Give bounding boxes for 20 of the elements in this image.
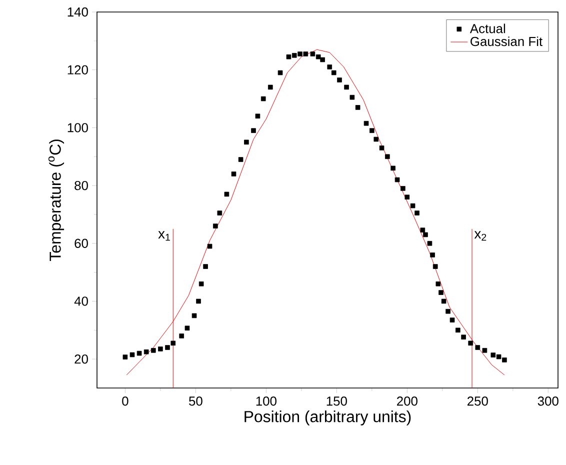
y-axis-title: Temperature ($^{o}$C) [48, 140, 64, 262]
annotation: x$_{2}$ [474, 231, 486, 241]
x-tick-label: 0 [122, 396, 128, 406]
x-axis-title: Position (arbitrary units) [244, 410, 411, 426]
x-tick-label: 300 [538, 396, 558, 406]
y-tick-label: 60 [74, 238, 88, 248]
x-tick-label: 250 [468, 396, 488, 406]
x-tick-label: 50 [189, 396, 202, 406]
x-tick-label: 100 [256, 396, 276, 406]
legend-label: Gaussian Fit [470, 36, 542, 46]
y-tick-label: 100 [68, 123, 88, 132]
y-tick-label: 80 [74, 180, 88, 190]
annotation: x$_{1}$ [158, 231, 170, 241]
y-tick-label: 20 [74, 354, 88, 364]
x-tick-label: 200 [397, 396, 418, 406]
legend-label: Actual [470, 24, 506, 34]
y-tick-label: 140 [68, 7, 88, 17]
y-tick-label: 40 [74, 296, 88, 306]
y-tick-label: 120 [68, 65, 88, 74]
x-tick-label: 150 [326, 396, 347, 406]
